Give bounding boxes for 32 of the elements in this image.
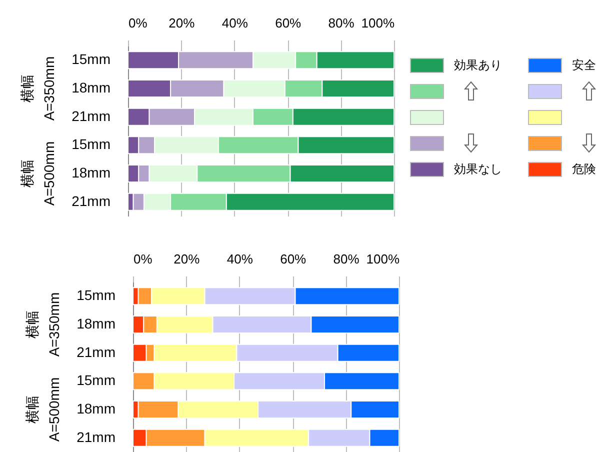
y-tick-label: 15mm — [72, 51, 110, 68]
text: 横幅 A=500mm — [19, 141, 57, 206]
x-tick-label: 60% — [280, 252, 307, 266]
x-tick-label: 80% — [333, 252, 360, 266]
x-tick-label: 80% — [328, 16, 355, 30]
text: 横幅 A=350mm — [19, 56, 57, 121]
y-tick-label: 18mm — [72, 164, 110, 180]
x-tick-label: 100% — [366, 252, 400, 266]
legend-label: 効果なし — [454, 160, 502, 178]
y-tick-label: 21mm — [76, 428, 116, 445]
x-tick-label: 0% — [134, 252, 153, 266]
legend-label: 効果あり — [454, 56, 502, 74]
text: 横幅 A=350mm — [24, 292, 62, 357]
x-tick-label: 60% — [275, 16, 302, 30]
y-tick-label: 15mm — [76, 287, 116, 304]
y-tick-label: 21mm — [72, 108, 110, 124]
x-tick-label: 40% — [222, 16, 248, 30]
y-tick-label: 15mm — [72, 136, 110, 152]
text: 横幅 A=500mm — [24, 377, 62, 442]
y-tick-label: 21mm — [76, 344, 116, 360]
x-tick-label: 20% — [168, 16, 196, 30]
x-tick-label: 100% — [361, 16, 395, 30]
x-tick-label: 0% — [128, 16, 148, 30]
y-tick-label: 18mm — [76, 316, 116, 332]
y-tick-label: 15mm — [76, 372, 116, 388]
y-tick-label: 18mm — [72, 80, 110, 96]
y-tick-label: 18mm — [76, 400, 116, 416]
legend-label: 危険 — [572, 160, 596, 178]
legend-label: 安全 — [572, 56, 596, 74]
x-tick-label: 40% — [226, 252, 254, 266]
y-tick-label: 21mm — [72, 192, 110, 209]
x-tick-label: 20% — [174, 252, 200, 266]
